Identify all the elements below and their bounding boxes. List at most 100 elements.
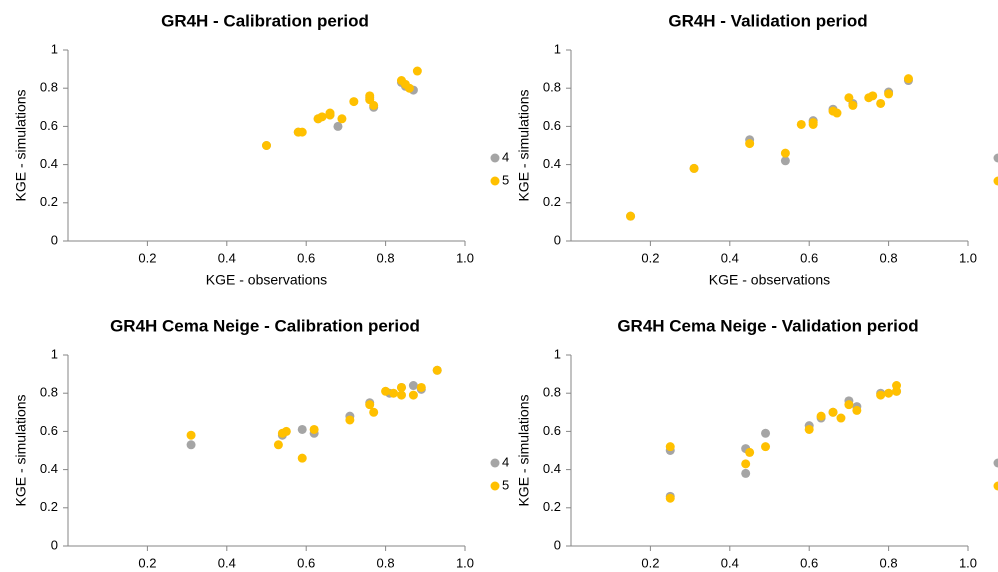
legend-label: 5 <box>502 172 509 187</box>
legend-marker <box>993 458 998 468</box>
point <box>844 400 854 410</box>
chart-title: GR4H - Validation period <box>668 11 867 30</box>
y-tick-label: 0 <box>554 232 561 247</box>
point <box>369 407 379 417</box>
point <box>408 381 418 391</box>
y-axis-title: KGE - simulations <box>516 89 532 201</box>
y-tick-label: 1 <box>554 41 561 56</box>
y-tick-label: 0.2 <box>40 194 58 209</box>
point <box>297 453 307 463</box>
point <box>369 100 379 110</box>
x-tick-label: 0.8 <box>880 250 898 265</box>
x-tick-label: 1.0 <box>456 555 474 570</box>
x-tick-label: 0.4 <box>218 555 236 570</box>
point <box>337 114 347 124</box>
point <box>325 108 335 118</box>
legend-label: 4 <box>502 454 509 469</box>
point <box>816 411 826 421</box>
y-axis-title: KGE - simulations <box>13 394 29 506</box>
legend-marker <box>993 481 998 491</box>
point <box>404 83 414 93</box>
point <box>333 121 343 131</box>
x-tick-label: 0.2 <box>138 250 156 265</box>
x-axis-title: KGE - observations <box>206 272 327 288</box>
legend-marker <box>490 153 500 163</box>
point <box>689 163 699 173</box>
y-tick-label: 0.8 <box>543 385 561 400</box>
chart-title: GR4H - Calibration period <box>161 11 369 30</box>
point <box>761 428 771 438</box>
x-tick-label: 1.0 <box>959 555 977 570</box>
y-tick-label: 0.8 <box>543 80 561 95</box>
x-tick-label: 0.6 <box>800 555 818 570</box>
x-axis-title: KGE - observations <box>709 272 830 288</box>
x-tick-label: 1.0 <box>959 250 977 265</box>
x-tick-label: 0.4 <box>218 250 236 265</box>
point <box>741 459 751 469</box>
point <box>432 365 442 375</box>
legend-marker <box>490 481 500 491</box>
point <box>396 382 406 392</box>
point <box>273 440 283 450</box>
point <box>408 390 418 400</box>
legend-marker <box>490 176 500 186</box>
legend-marker <box>490 458 500 468</box>
point <box>903 74 913 84</box>
y-tick-label: 0.4 <box>40 156 58 171</box>
x-tick-label: 0.6 <box>297 555 315 570</box>
point <box>836 413 846 423</box>
x-tick-label: 0.2 <box>641 250 659 265</box>
y-tick-label: 0.6 <box>543 118 561 133</box>
point <box>665 493 675 503</box>
point <box>389 388 399 398</box>
point <box>780 148 790 158</box>
point <box>761 442 771 452</box>
y-tick-label: 1 <box>51 41 58 56</box>
point <box>780 156 790 166</box>
point <box>828 407 838 417</box>
x-tick-label: 0.8 <box>377 555 395 570</box>
y-tick-label: 0.4 <box>543 156 561 171</box>
point <box>309 424 319 434</box>
point <box>848 100 858 110</box>
point <box>345 415 355 425</box>
point <box>832 108 842 118</box>
y-tick-label: 0.6 <box>543 423 561 438</box>
point <box>884 388 894 398</box>
x-tick-label: 0.6 <box>297 250 315 265</box>
y-tick-label: 0.2 <box>543 194 561 209</box>
legend-label: 4 <box>502 149 509 164</box>
x-tick-label: 0.8 <box>880 555 898 570</box>
point <box>297 127 307 137</box>
y-tick-label: 0.6 <box>40 118 58 133</box>
point <box>297 424 307 434</box>
chart-title: GR4H Cema Neige - Validation period <box>617 316 918 335</box>
point <box>868 91 878 101</box>
point <box>804 424 814 434</box>
x-tick-label: 1.0 <box>456 250 474 265</box>
point <box>741 468 751 478</box>
point <box>665 442 675 452</box>
y-tick-label: 0.8 <box>40 80 58 95</box>
point <box>876 390 886 400</box>
y-axis-title: KGE - simulations <box>13 89 29 201</box>
x-tick-label: 0.8 <box>377 250 395 265</box>
point <box>626 211 636 221</box>
y-tick-label: 0 <box>51 232 58 247</box>
y-tick-label: 0.6 <box>40 423 58 438</box>
y-tick-label: 1 <box>51 346 58 361</box>
point <box>317 112 327 122</box>
y-tick-label: 0.4 <box>40 461 58 476</box>
y-tick-label: 0 <box>51 537 58 552</box>
point <box>796 119 806 129</box>
point <box>876 98 886 108</box>
point <box>262 141 271 150</box>
point <box>745 139 755 149</box>
y-tick-label: 0.8 <box>40 385 58 400</box>
x-tick-label: 0.4 <box>721 250 739 265</box>
point <box>412 66 422 76</box>
point <box>416 382 426 392</box>
y-tick-label: 0.2 <box>543 499 561 514</box>
point <box>808 118 818 128</box>
